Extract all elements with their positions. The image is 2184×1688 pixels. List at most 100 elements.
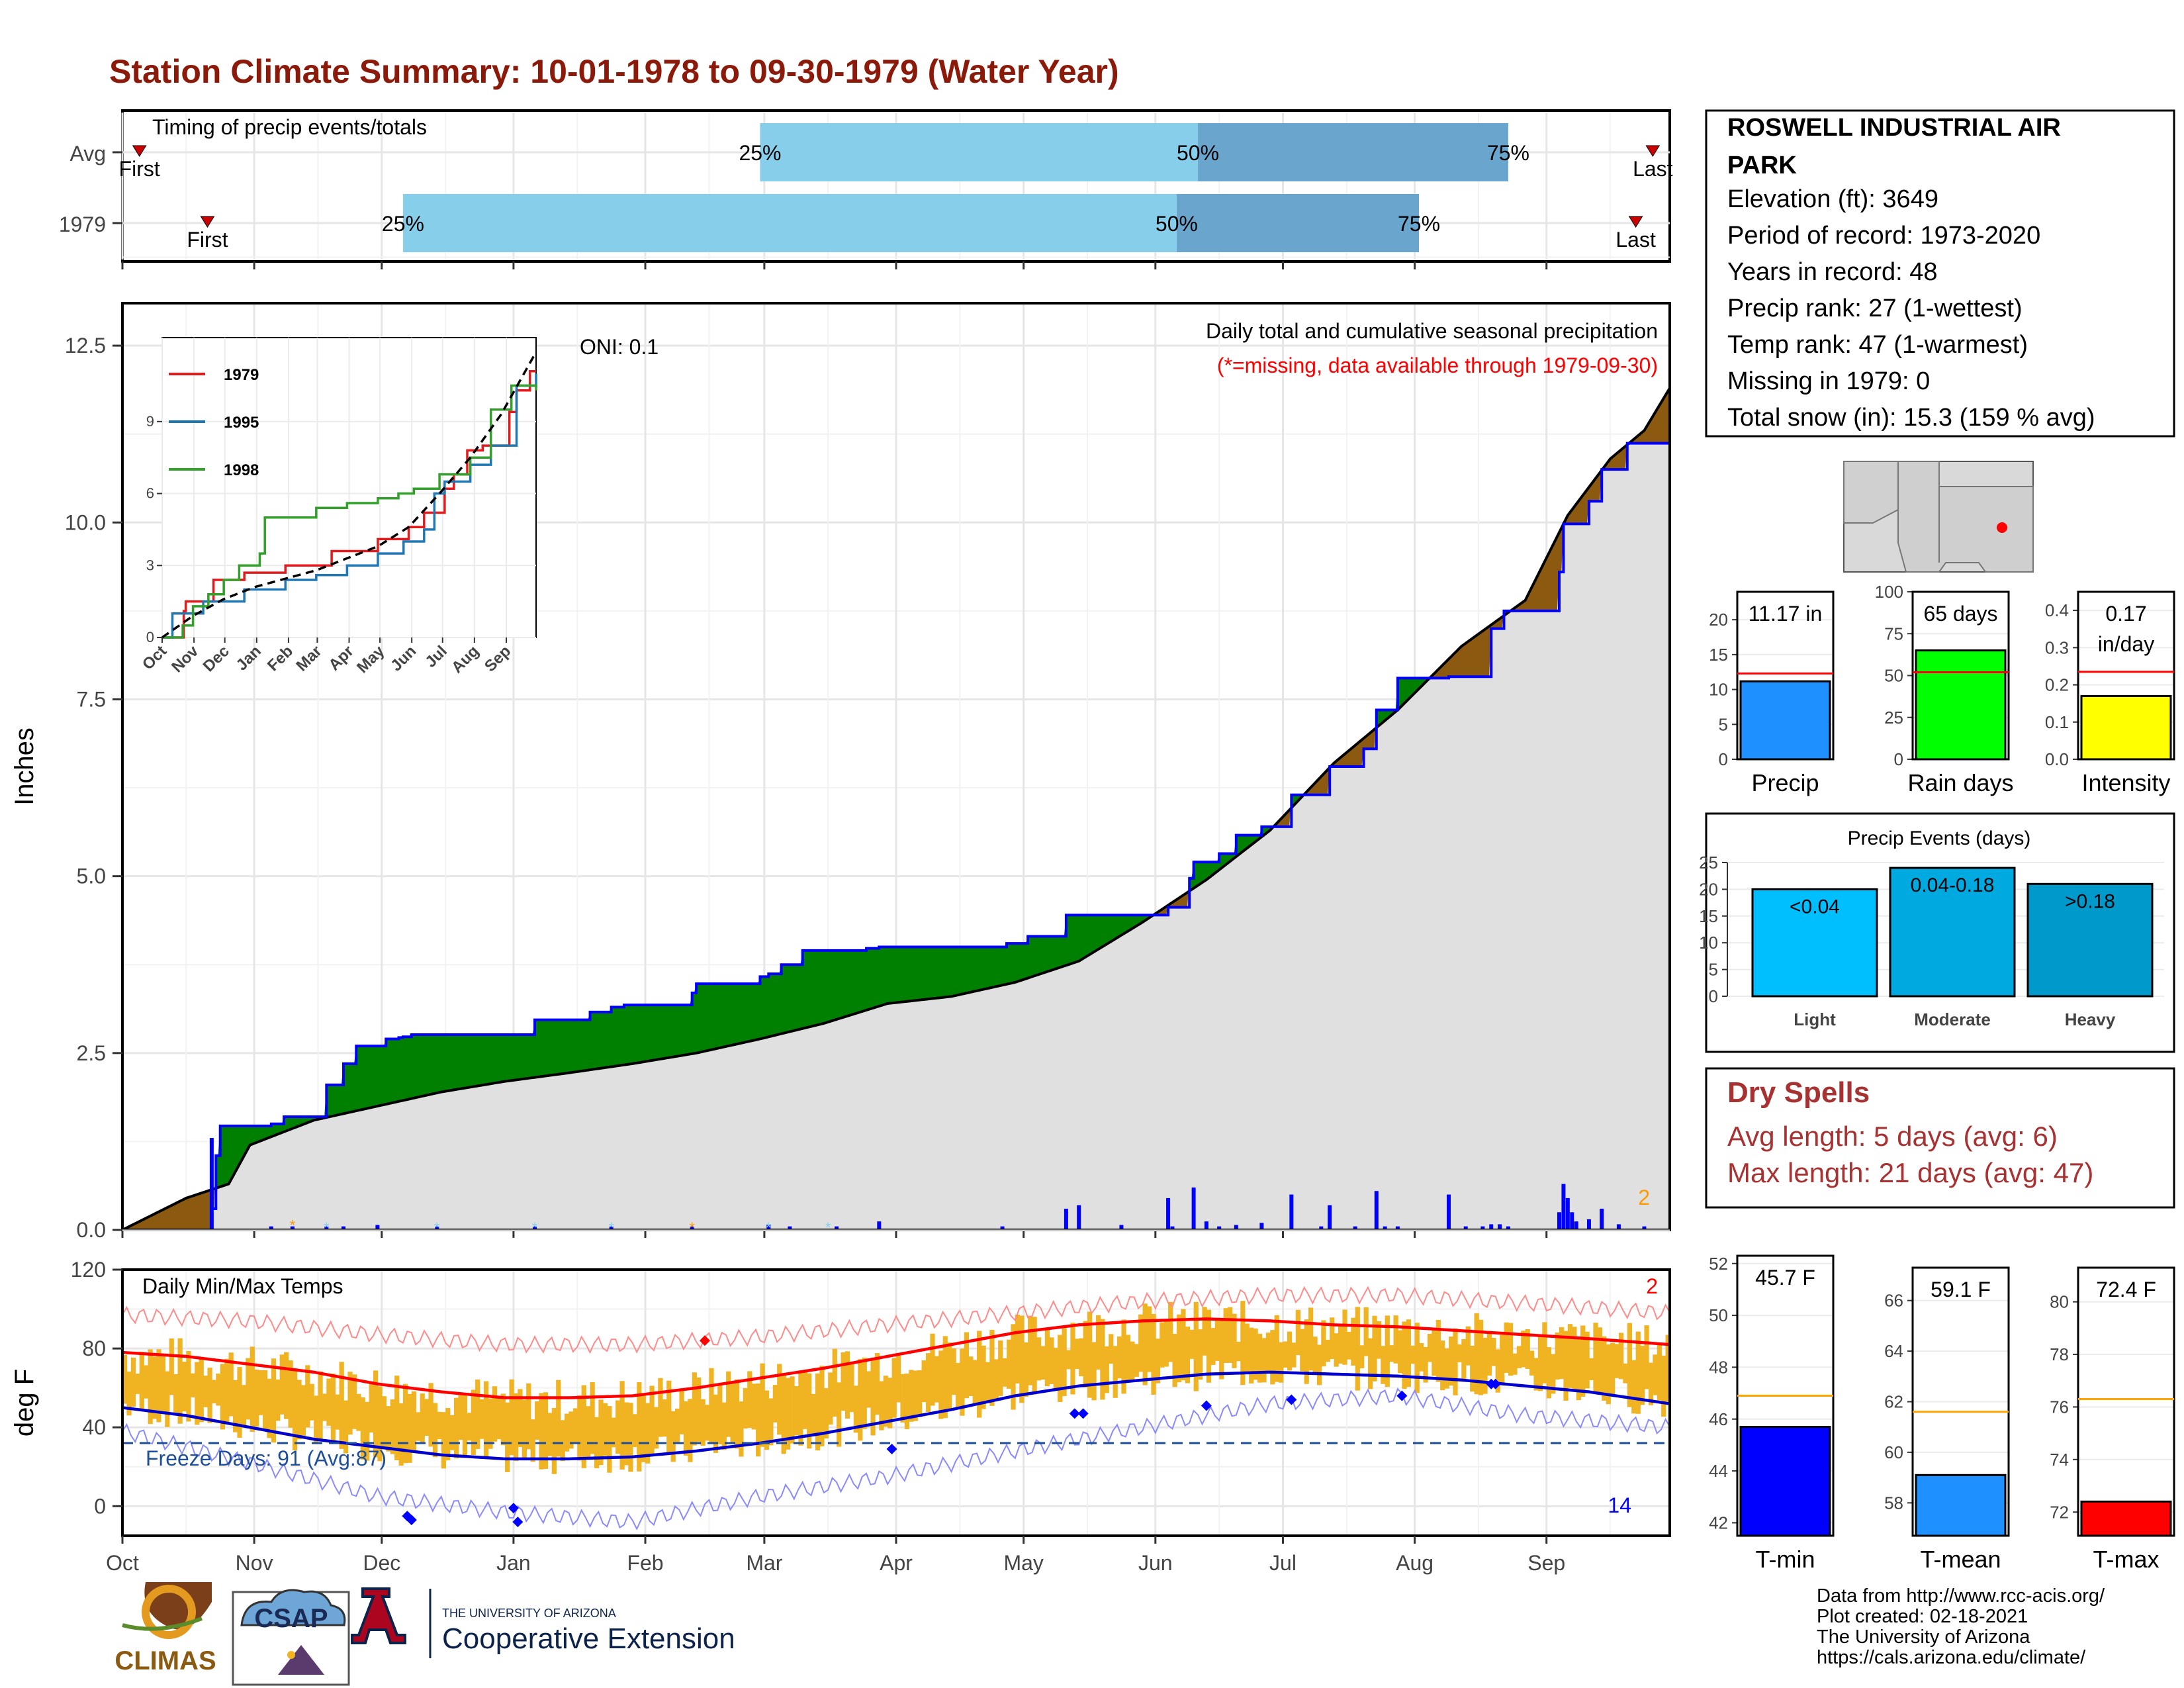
daily-temp-bar: [181, 1362, 187, 1412]
record-min-point: [512, 1517, 523, 1528]
daily-precip-bar: [788, 1226, 792, 1230]
events-bar-heavy: [2026, 882, 2154, 998]
daily-temp-bar: [798, 1371, 803, 1446]
t-min-value-label: 45.7 F: [1755, 1266, 1815, 1289]
daily-temp-bar: [704, 1405, 710, 1441]
daily-temp-bar: [921, 1360, 927, 1403]
month-label-Jun: Jun: [1138, 1551, 1173, 1575]
daily-temp-bar: [432, 1403, 438, 1458]
precip-panel-title: Daily total and cumulative seasonal prec…: [1206, 319, 1658, 343]
last-label: Last: [1615, 228, 1656, 252]
daily-temp-bar: [985, 1362, 991, 1403]
daily-temp-bar: [1070, 1323, 1075, 1395]
daily-temp-bar: [611, 1417, 616, 1448]
daily-temp-bar: [841, 1352, 846, 1411]
daily-temp-bar: [1516, 1346, 1522, 1368]
station-snow: Total snow (in): 15.3 (159 % avg): [1727, 404, 2095, 432]
events-ytick-label: 10: [1699, 933, 1718, 953]
daily-temp-bar: [1449, 1336, 1454, 1386]
precip-bar: [1739, 680, 1831, 761]
below-normal-area: [1512, 524, 1564, 611]
daily-temp-bar: [1168, 1301, 1173, 1362]
daily-temp-bar: [314, 1395, 319, 1442]
snow-marker: *: [766, 1219, 772, 1236]
daily-temp-bar: [1249, 1327, 1254, 1383]
daily-precip-bar: [1353, 1226, 1357, 1230]
t-mean-ytick-label: 66: [1884, 1291, 1903, 1311]
month-label-May: May: [1003, 1551, 1043, 1575]
daily-temp-bar: [300, 1385, 306, 1439]
daily-temp-bar: [1657, 1344, 1662, 1401]
daily-temp-bar: [1163, 1319, 1169, 1367]
daily-temp-bar: [246, 1358, 251, 1420]
rain-days-ytick-label: 0: [1894, 749, 1903, 769]
snow-marker: *: [825, 1219, 831, 1236]
daily-precip-bar: [1119, 1225, 1124, 1230]
daily-temp-bar: [1555, 1333, 1560, 1380]
daily-temp-bar: [1653, 1354, 1658, 1395]
daily-temp-bar: [760, 1363, 765, 1447]
daily-temp-bar: [696, 1377, 702, 1442]
daily-temp-bar: [1508, 1323, 1514, 1376]
daily-temp-bar: [130, 1357, 136, 1407]
daily-temp-bar: [1244, 1323, 1250, 1374]
daily-temp-bar: [560, 1420, 565, 1462]
daily-temp-bar: [416, 1412, 421, 1441]
daily-temp-bar: [602, 1403, 608, 1456]
events-ytick-label: 5: [1709, 960, 1718, 980]
daily-temp-bar: [1295, 1309, 1300, 1356]
station-period: Period of record: 1973-2020: [1727, 222, 2040, 250]
events-ytick-label: 0: [1709, 986, 1718, 1006]
snow-marker: *: [532, 1219, 538, 1236]
avg-min-line: [122, 1370, 1670, 1461]
daily-temp-bar: [1304, 1319, 1309, 1384]
timing-row-avg: Avg: [69, 142, 106, 165]
daily-temp-bar: [572, 1408, 578, 1443]
precip-panel-subtitle: (*=missing, data available through 1979-…: [1217, 353, 1658, 377]
intensity-value-unit: in/day: [2098, 632, 2154, 656]
daily-temp-bar: [330, 1374, 336, 1441]
daily-temp-bar: [649, 1385, 655, 1454]
daily-temp-bar: [1461, 1338, 1467, 1382]
daily-temp-bar: [925, 1353, 931, 1413]
t-mean-ytick-label: 64: [1884, 1341, 1903, 1361]
daily-temp-bar: [148, 1349, 153, 1425]
daily-temp-bar: [739, 1401, 744, 1457]
timing-label: Timing of precip events/totals: [152, 115, 427, 139]
daily-temp-bar: [1044, 1328, 1050, 1387]
t-mean-value-label: 59.1 F: [1931, 1278, 1991, 1301]
daily-precip-bar: [1319, 1226, 1324, 1230]
daily-precip-bar: [1557, 1212, 1561, 1230]
daily-temp-bar: [420, 1393, 425, 1442]
daily-temp-bar: [1631, 1360, 1637, 1414]
daily-temp-bar: [1210, 1328, 1216, 1366]
ua-logo-big-text: Cooperative Extension: [442, 1622, 735, 1655]
events-bar-light: [1751, 888, 1878, 998]
record-min-point: [1077, 1408, 1089, 1419]
daily-temp-bar: [1665, 1335, 1670, 1402]
inset-legend-label-1995: 1995: [224, 414, 259, 432]
daily-temp-bar: [1627, 1323, 1632, 1407]
t-max-ytick-label: 72: [2050, 1502, 2069, 1522]
events-bar-moderate: [1889, 867, 2016, 998]
t-mean-ytick-label: 60: [1884, 1442, 1903, 1462]
t-min-ytick-label: 52: [1709, 1254, 1728, 1274]
daily-temp-bar: [556, 1380, 561, 1457]
record-min-point: [1201, 1400, 1212, 1411]
events-ytick-label: 20: [1699, 879, 1718, 899]
daily-temp-bar: [1588, 1358, 1594, 1380]
daily-temp-bar: [195, 1362, 200, 1425]
daily-temp-bar: [1427, 1333, 1433, 1362]
daily-temp-bar: [569, 1411, 574, 1449]
oni-label: ONI: 0.1: [580, 335, 659, 359]
precip-ylabel: Inches: [10, 727, 39, 806]
daily-temp-bar: [832, 1348, 837, 1417]
daily-temp-bar: [1648, 1362, 1654, 1405]
daily-temp-bar: [1142, 1303, 1148, 1385]
daily-temp-bar: [390, 1399, 395, 1454]
daily-temp-bar: [1121, 1319, 1126, 1394]
t-max-ytick-label: 76: [2050, 1397, 2069, 1417]
daily-temp-bar: [1185, 1327, 1190, 1383]
daily-temp-bar: [1206, 1309, 1212, 1383]
